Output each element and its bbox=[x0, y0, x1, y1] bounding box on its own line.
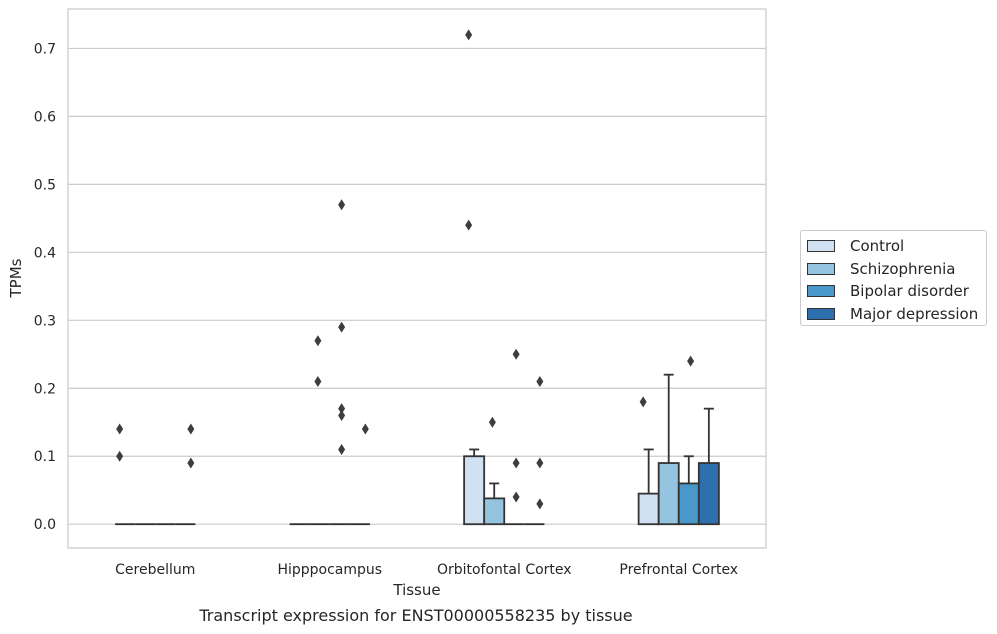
bar bbox=[463, 455, 486, 526]
x-tick-label: Prefrontal Cortex bbox=[619, 562, 738, 578]
outlier-point bbox=[338, 443, 346, 455]
legend-label-control: Control bbox=[850, 237, 905, 256]
outlier-point bbox=[512, 348, 520, 360]
y-tick-label: 0.6 bbox=[34, 109, 56, 125]
y-tick-label: 0.0 bbox=[34, 517, 56, 533]
outlier-point bbox=[116, 423, 124, 435]
outlier-point bbox=[687, 355, 695, 367]
legend-item-schizophrenia: Schizophrenia bbox=[807, 258, 986, 281]
outlier-point bbox=[338, 199, 346, 211]
legend-label-bipolar-disorder: Bipolar disorder bbox=[850, 282, 969, 301]
legend-swatch-schizophrenia bbox=[807, 262, 835, 275]
y-tick-label: 0.7 bbox=[34, 41, 56, 57]
x-tick-label: Cerebellum bbox=[115, 562, 195, 578]
legend-item-control: Control bbox=[807, 235, 986, 258]
x-tick-label: Hipppocampus bbox=[277, 562, 382, 578]
outlier-point bbox=[187, 423, 195, 435]
legend-label-major-depression: Major depression bbox=[850, 304, 979, 323]
outlier-point bbox=[338, 403, 346, 415]
bar bbox=[637, 492, 660, 526]
y-tick-label: 0.4 bbox=[34, 245, 56, 261]
outlier-point bbox=[314, 335, 322, 347]
outlier-point bbox=[187, 457, 195, 469]
x-tick-labels: Cerebellum Hipppocampus Orbitofontal Corte… bbox=[115, 562, 738, 578]
y-tick-label: 0.1 bbox=[34, 449, 56, 465]
outlier-point bbox=[536, 498, 544, 510]
bar bbox=[697, 462, 720, 526]
outlier-point bbox=[465, 29, 473, 41]
error-bars bbox=[469, 373, 714, 499]
legend-item-major-depression: Major depression bbox=[807, 303, 986, 326]
bar bbox=[483, 497, 506, 526]
outlier-point bbox=[512, 457, 520, 469]
y-tick-label: 0.2 bbox=[34, 381, 56, 397]
y-tick-label: 0.3 bbox=[34, 313, 56, 329]
outlier-point bbox=[536, 375, 544, 387]
plot-frame bbox=[67, 8, 767, 549]
outlier-point bbox=[639, 396, 647, 408]
outlier-point bbox=[512, 491, 520, 503]
outlier-point bbox=[338, 409, 346, 421]
x-axis-label: Tissue bbox=[392, 581, 440, 599]
legend-swatch-control bbox=[807, 240, 835, 253]
legend-label-schizophrenia: Schizophrenia bbox=[850, 259, 956, 278]
outlier-point bbox=[338, 321, 346, 333]
y-tick-labels: 0.0 0.1 0.2 0.3 0.4 0.5 0.6 0.7 bbox=[34, 41, 56, 533]
outlier-point bbox=[361, 423, 369, 435]
gridlines bbox=[68, 47, 766, 525]
x-tick-label: Orbitofontal Cortex bbox=[437, 562, 572, 578]
outlier-point bbox=[488, 416, 496, 428]
outlier-points bbox=[116, 29, 695, 510]
bar bbox=[677, 482, 700, 526]
legend: Control Schizophrenia Bipolar disorder M… bbox=[800, 230, 987, 326]
outlier-point bbox=[465, 219, 473, 231]
legend-item-bipolar-disorder: Bipolar disorder bbox=[807, 280, 986, 303]
outlier-point bbox=[314, 375, 322, 387]
outlier-point bbox=[536, 457, 544, 469]
chart-caption: Transcript expression for ENST0000055823… bbox=[199, 606, 633, 625]
legend-swatch-major-depression bbox=[807, 307, 835, 320]
bar bbox=[657, 462, 680, 526]
y-tick-label: 0.5 bbox=[34, 177, 56, 193]
legend-swatch-bipolar-disorder bbox=[807, 285, 835, 298]
outlier-point bbox=[116, 450, 124, 462]
y-axis-label: TPMs bbox=[7, 258, 25, 298]
bars bbox=[115, 455, 720, 526]
